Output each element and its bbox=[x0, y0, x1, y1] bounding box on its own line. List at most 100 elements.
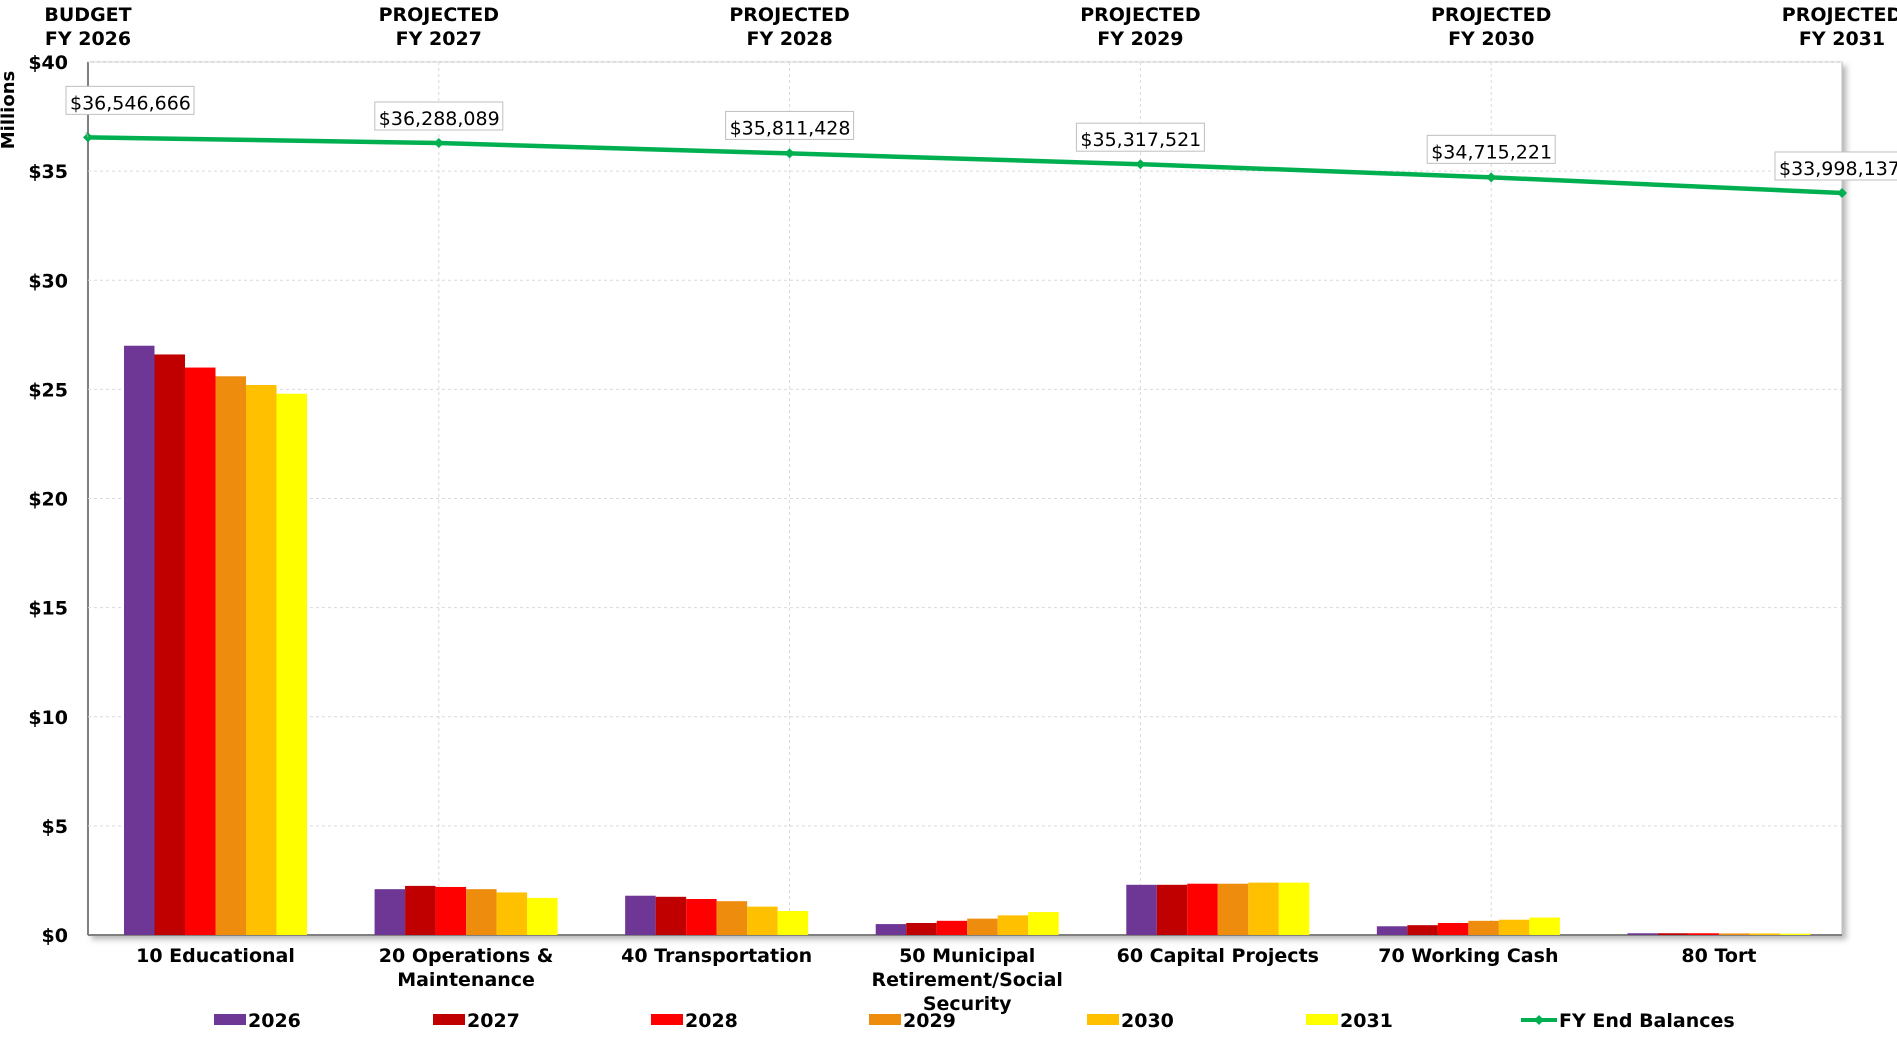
y-tick-label: $20 bbox=[28, 489, 68, 511]
data-label-box bbox=[65, 85, 195, 115]
fy-header-label: PROJECTED bbox=[1782, 4, 1897, 26]
data-label: $36,546,666 bbox=[70, 92, 191, 114]
data-label: $33,998,137 bbox=[1779, 158, 1897, 180]
bar-2028 bbox=[686, 898, 717, 935]
fy-header-label: BUDGET bbox=[44, 4, 131, 26]
bar-2026 bbox=[625, 895, 656, 935]
bar-2031 bbox=[1779, 933, 1811, 935]
bar-2030 bbox=[496, 892, 528, 935]
data-label: $35,317,521 bbox=[1080, 129, 1201, 151]
fy-header-label: PROJECTED bbox=[729, 4, 849, 26]
bar-2030 bbox=[246, 385, 277, 935]
data-label: $36,288,089 bbox=[379, 108, 500, 130]
bar-2031 bbox=[527, 897, 558, 935]
bar-2029 bbox=[1718, 933, 1750, 935]
data-label: $34,715,221 bbox=[1431, 141, 1552, 163]
legend-label: 2029 bbox=[903, 1010, 956, 1032]
bar-2029 bbox=[215, 376, 246, 935]
y-axis-title: Millions bbox=[0, 71, 19, 150]
bar-2027 bbox=[1407, 925, 1438, 935]
bar-2027 bbox=[1156, 884, 1188, 935]
bar-2028 bbox=[435, 886, 467, 935]
bar-2028 bbox=[1187, 883, 1218, 935]
bar-2030 bbox=[1498, 919, 1530, 935]
bar-2031 bbox=[1028, 912, 1059, 935]
legend-swatch-2029 bbox=[869, 1014, 901, 1025]
y-axis: $0 $5 $10 $15 $20 $25 $30 $35 $40 Millions bbox=[0, 52, 68, 947]
bar-2029 bbox=[967, 918, 998, 935]
bar-2026 bbox=[1126, 884, 1157, 935]
bar-2028 bbox=[1437, 922, 1469, 935]
balance-marker bbox=[1486, 172, 1497, 183]
x-category-label: 10 Educational bbox=[136, 945, 295, 967]
fy-header-label: PROJECTED bbox=[1080, 4, 1200, 26]
y-tick-label: $0 bbox=[42, 925, 68, 947]
data-label-box bbox=[725, 110, 855, 140]
y-tick-label: $15 bbox=[28, 598, 68, 620]
x-category-label: Security bbox=[923, 993, 1012, 1015]
legend-swatch-2027 bbox=[433, 1014, 465, 1025]
legend-swatch-2026 bbox=[214, 1014, 246, 1025]
y-tick-label: $30 bbox=[28, 270, 68, 292]
y-tick-label: $10 bbox=[28, 707, 68, 729]
x-category-label: 70 Working Cash bbox=[1378, 945, 1558, 967]
x-category-label: Maintenance bbox=[397, 969, 535, 991]
data-label-leader bbox=[85, 132, 89, 138]
x-category-label: Retirement/Social bbox=[871, 969, 1062, 991]
y-tick-label: $35 bbox=[28, 161, 68, 183]
data-label: $35,811,428 bbox=[730, 117, 851, 139]
legend-label: 2027 bbox=[467, 1010, 520, 1032]
legend-swatch-2030 bbox=[1087, 1014, 1119, 1025]
bar-2026 bbox=[124, 345, 155, 936]
legend-label: 2030 bbox=[1121, 1010, 1174, 1032]
bar-2026 bbox=[1627, 933, 1658, 935]
legend: 2026 2027 2028 2029 2030 2031 FY End Balances bbox=[214, 1010, 1735, 1032]
data-label-box bbox=[1075, 122, 1205, 152]
fy-header-label: FY 2029 bbox=[1097, 28, 1183, 50]
bar-2029 bbox=[716, 901, 748, 935]
y-tick-label: $25 bbox=[28, 379, 68, 401]
bar-2029 bbox=[466, 889, 497, 935]
fy-header-label: FY 2028 bbox=[746, 28, 832, 50]
y-tick-label: $40 bbox=[28, 52, 68, 74]
legend-label: FY End Balances bbox=[1559, 1010, 1735, 1032]
data-label-box bbox=[374, 101, 504, 131]
fy-header-label: FY 2026 bbox=[45, 28, 131, 50]
fy-header-label: PROJECTED bbox=[1431, 4, 1551, 26]
fy-header-label: FY 2031 bbox=[1799, 28, 1885, 50]
bar-2028 bbox=[1688, 933, 1719, 935]
balance-line bbox=[87, 135, 1843, 196]
y-tick-label: $5 bbox=[42, 816, 68, 838]
bar-2026 bbox=[875, 924, 907, 935]
fy-header-label: FY 2027 bbox=[396, 28, 482, 50]
bar-2027 bbox=[405, 885, 436, 935]
legend-label: 2026 bbox=[248, 1010, 301, 1032]
legend-swatch-2028 bbox=[651, 1014, 683, 1025]
bar-series bbox=[124, 345, 1811, 936]
balance-marker bbox=[433, 138, 444, 149]
fy-end-balance-line: $36,546,666 $36,288,089 $35,811,428 $35,317… bbox=[65, 85, 1897, 198]
bar-2027 bbox=[1657, 933, 1689, 935]
x-axis: 10 Educational 20 Operations &Maintenance… bbox=[136, 945, 1756, 1015]
balance-marker bbox=[1837, 187, 1847, 198]
data-label-box bbox=[1774, 151, 1897, 181]
bar-2026 bbox=[1376, 926, 1408, 935]
x-category-label: 40 Transportation bbox=[621, 945, 812, 967]
legend-label: 2031 bbox=[1340, 1010, 1393, 1032]
balance-marker bbox=[784, 148, 795, 159]
x-category-label: 60 Capital Projects bbox=[1117, 945, 1319, 967]
bar-2030 bbox=[1749, 933, 1780, 935]
bar-2026 bbox=[374, 889, 406, 935]
bar-2028 bbox=[936, 920, 968, 935]
fy-header-label: PROJECTED bbox=[379, 4, 499, 26]
bar-2027 bbox=[655, 896, 687, 935]
bar-2029 bbox=[1217, 883, 1249, 935]
legend-swatch-2031 bbox=[1306, 1014, 1338, 1025]
bar-2031 bbox=[1529, 917, 1560, 935]
bar-2027 bbox=[154, 354, 185, 936]
gridlines bbox=[88, 61, 1842, 935]
legend-label: 2028 bbox=[685, 1010, 738, 1032]
fy-header-label: FY 2030 bbox=[1448, 28, 1534, 50]
